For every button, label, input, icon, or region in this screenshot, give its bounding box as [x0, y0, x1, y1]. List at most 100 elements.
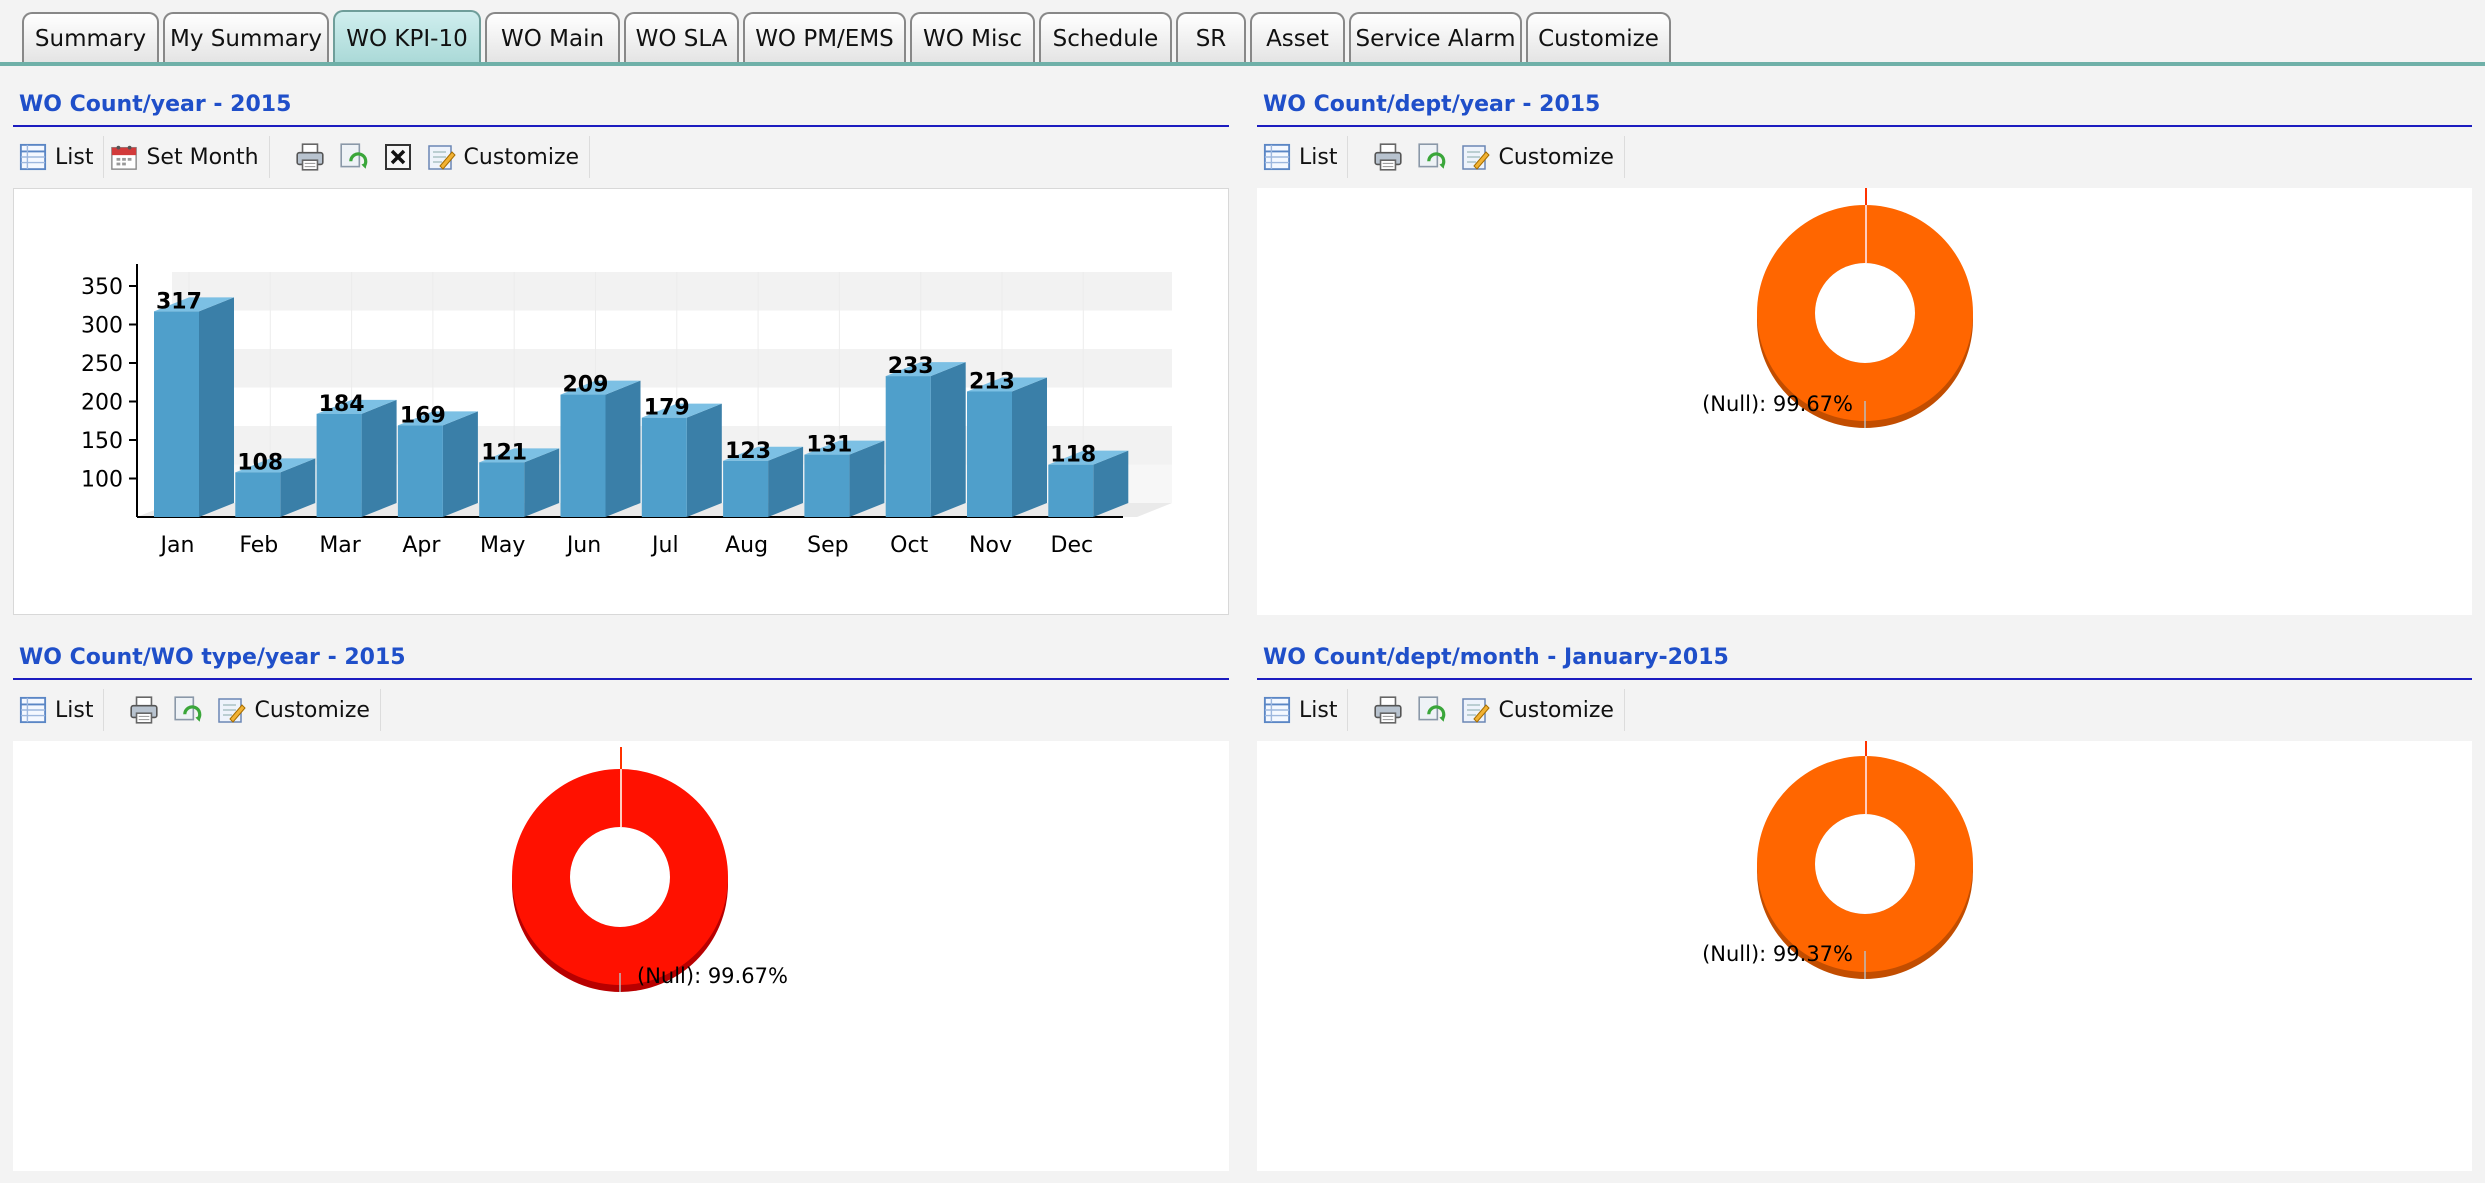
panel-toolbar: List Customize: [13, 687, 381, 733]
tab-wo-misc[interactable]: WO Misc: [910, 12, 1035, 64]
list-icon: [1263, 143, 1291, 171]
close-button[interactable]: [376, 136, 420, 178]
bar-value-label: 213: [969, 369, 1015, 394]
panel-title: WO Count/year - 2015: [19, 92, 292, 117]
print-button[interactable]: [288, 136, 332, 178]
panel-title: WO Count/WO type/year - 2015: [19, 645, 406, 670]
donut-chart: (Null): 99.67%: [512, 747, 788, 992]
tab-asset[interactable]: Asset: [1250, 12, 1345, 64]
tab-sr[interactable]: SR: [1176, 12, 1246, 64]
list-button-label: List: [1299, 697, 1338, 723]
customize-button[interactable]: Customize: [1454, 136, 1625, 178]
bar: [641, 417, 687, 517]
title-underline: [1257, 125, 2472, 127]
panel-wo-count-dept-year: WO Count/dept/year - 2015 List Customize…: [1257, 90, 2472, 615]
bar-value-label: 317: [156, 289, 202, 314]
set-month-button-label: Set Month: [146, 144, 259, 170]
bar: [723, 460, 769, 517]
tab-customize[interactable]: Customize: [1526, 12, 1671, 64]
bar: [235, 472, 281, 517]
bar-chart: 100 150 200 250 300 350 317 Jan 108 Feb 184 Mar 169 A…: [81, 264, 1172, 558]
customize-icon: [216, 695, 246, 725]
tab-wo-main[interactable]: WO Main: [485, 12, 620, 64]
panel-wo-count-year: WO Count/year - 2015 List Set Month Cust…: [13, 90, 1229, 615]
print-button[interactable]: [122, 689, 166, 731]
x-tick-label: Mar: [319, 533, 361, 558]
refresh-button[interactable]: [166, 689, 210, 731]
tab-my-summary[interactable]: My Summary: [163, 12, 329, 64]
tab-wo-kpi-10[interactable]: WO KPI-10: [333, 10, 481, 66]
bar-side: [199, 297, 234, 517]
bar-side: [524, 448, 560, 517]
donut-hole: [1815, 814, 1915, 914]
grid-band: [172, 272, 1172, 311]
print-icon: [1372, 141, 1404, 173]
print-icon: [1372, 694, 1404, 726]
refresh-button[interactable]: [1410, 136, 1454, 178]
refresh-button[interactable]: [1410, 689, 1454, 731]
customize-button-label: Customize: [1498, 697, 1614, 723]
tab-bar-underline: [0, 62, 2485, 66]
bar-side: [930, 362, 966, 517]
y-tick-label: 200: [81, 391, 123, 416]
title-underline: [13, 125, 1229, 127]
bar-side: [768, 446, 804, 517]
bar: [1048, 464, 1094, 517]
x-tick-label: Jul: [650, 533, 679, 558]
panel-toolbar: List Customize: [1257, 134, 1625, 180]
bar: [479, 462, 525, 517]
x-tick-label: Nov: [969, 533, 1012, 558]
panel-toolbar: List Customize: [1257, 687, 1625, 733]
bar-top: [967, 377, 1047, 392]
x-tick-label: Feb: [239, 533, 278, 558]
bar-top: [885, 362, 966, 377]
refresh-icon: [172, 694, 204, 726]
refresh-icon: [338, 141, 370, 173]
set-month-button[interactable]: Set Month: [104, 136, 270, 178]
bar-value-label: 121: [481, 440, 527, 465]
bar: [804, 454, 850, 517]
list-button[interactable]: List: [1257, 689, 1349, 731]
tab-summary[interactable]: Summary: [22, 12, 159, 64]
bar: [397, 425, 443, 517]
customize-button[interactable]: Customize: [210, 689, 381, 731]
list-button[interactable]: List: [1257, 136, 1349, 178]
bar-chart-container: 100 150 200 250 300 350 317 Jan 108 Feb 184 Mar 169 A…: [13, 188, 1229, 615]
donut-slice: [512, 769, 728, 985]
bar-top: [641, 403, 722, 418]
bar-side: [849, 440, 885, 517]
bar-value-label: 233: [888, 354, 934, 379]
tab-schedule[interactable]: Schedule: [1039, 12, 1172, 64]
bar-value-label: 131: [806, 433, 852, 458]
print-icon: [294, 141, 326, 173]
bar-value-label: 123: [725, 439, 771, 464]
list-button[interactable]: List: [13, 136, 105, 178]
list-icon: [19, 143, 47, 171]
x-tick-label: Jan: [159, 533, 195, 558]
panel-wo-count-wo-type-year: WO Count/WO type/year - 2015 List Custom…: [13, 643, 1229, 1171]
x-tick-label: Dec: [1051, 533, 1094, 558]
customize-button[interactable]: Customize: [420, 136, 591, 178]
customize-button[interactable]: Customize: [1454, 689, 1625, 731]
bar-value-label: 169: [400, 403, 446, 428]
print-button[interactable]: [1366, 689, 1410, 731]
tab-wo-pm-ems[interactable]: WO PM/EMS: [743, 12, 906, 64]
donut-slice-label: (Null): 99.67%: [637, 964, 788, 988]
bar-side: [1012, 377, 1047, 517]
tab-service-alarm[interactable]: Service Alarm: [1349, 12, 1522, 64]
bar-value-label: 108: [237, 450, 283, 475]
tab-bar: Summary My Summary WO KPI-10 WO Main WO …: [0, 0, 2485, 68]
donut-slice: [1757, 205, 1973, 421]
bar: [560, 394, 606, 517]
refresh-button[interactable]: [332, 136, 376, 178]
title-underline: [13, 678, 1229, 680]
tab-wo-sla[interactable]: WO SLA: [624, 12, 739, 64]
list-button-label: List: [55, 697, 94, 723]
bar: [316, 413, 362, 517]
bar-side: [1093, 450, 1129, 517]
list-button[interactable]: List: [13, 689, 105, 731]
print-button[interactable]: [1366, 136, 1410, 178]
y-tick-label: 300: [81, 314, 123, 339]
list-icon: [19, 696, 47, 724]
x-tick-label: May: [480, 533, 525, 558]
